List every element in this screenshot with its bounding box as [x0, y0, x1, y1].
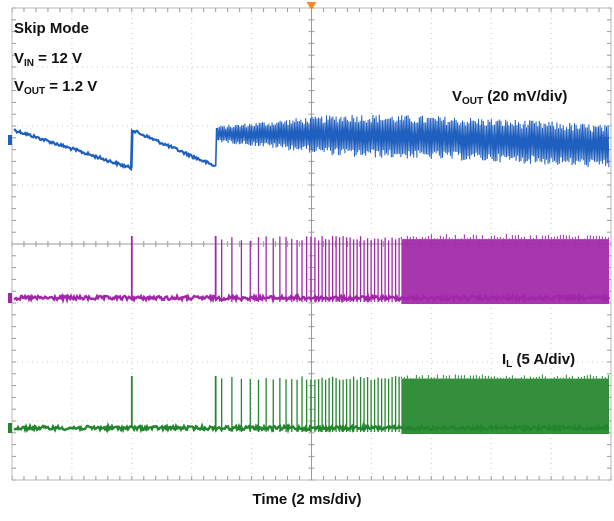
vin-value: = 12 V	[34, 50, 82, 67]
vout-subscript: OUT	[24, 86, 46, 97]
vout-symbol: V	[14, 78, 25, 95]
il-scale-label: IL (5 A/div)	[502, 352, 575, 370]
vout-label: VOUT = 1.2 V	[14, 79, 97, 97]
channel-marker	[8, 293, 12, 303]
vout-scale-label: VOUT (20 mV/div)	[452, 89, 567, 107]
vout-burst-ripple	[217, 114, 610, 168]
il-trace-dense-burst	[401, 378, 609, 434]
vin-label: VIN = 12 V	[14, 51, 82, 69]
sw-trace-dense-burst	[401, 239, 609, 304]
x-axis-label: Time (2 ms/div)	[252, 491, 362, 508]
vout-scale-subscript: OUT	[462, 96, 484, 107]
vin-symbol: V	[14, 50, 25, 67]
vout-scale-text: (20 mV/div)	[483, 88, 568, 105]
vin-subscript: IN	[24, 58, 35, 69]
offset-arrow-icon	[598, 134, 609, 142]
vout-trace	[13, 114, 610, 172]
vout-value: = 1.2 V	[45, 78, 98, 95]
sw-trace	[13, 234, 611, 305]
channel-marker	[8, 423, 12, 433]
il-trace	[13, 374, 610, 434]
il-scale-symbol: I	[502, 351, 507, 368]
trigger-marker	[306, 2, 317, 10]
vout-recharge-edge	[214, 127, 218, 167]
channel-marker	[8, 135, 12, 145]
il-scale-subscript: L	[506, 359, 513, 370]
mode-label: Skip Mode	[14, 20, 90, 37]
vout-scale-symbol: V	[452, 88, 463, 105]
vout-sawtooth	[13, 128, 216, 172]
vout-recharge-edge	[131, 129, 134, 169]
il-scale-text: (5 A/div)	[512, 351, 576, 368]
